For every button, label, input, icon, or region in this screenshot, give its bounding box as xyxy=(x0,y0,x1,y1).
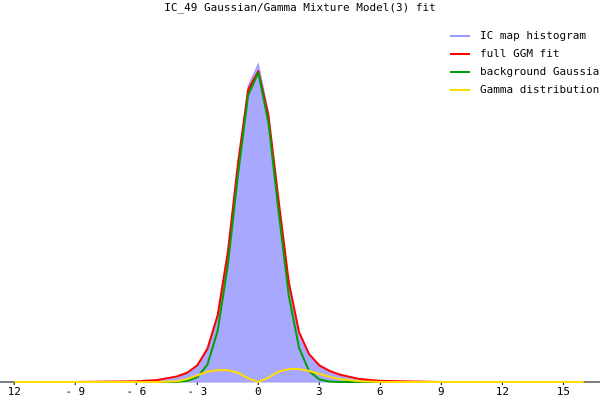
x-tick-label: 6 xyxy=(377,385,384,398)
x-tick-label: 12 xyxy=(496,385,509,398)
legend-label: full GGM fit xyxy=(480,47,559,60)
x-tick-label: - 6 xyxy=(126,385,146,398)
x-tick-label: 12 xyxy=(8,385,21,398)
legend-label: IC map histogram xyxy=(480,29,586,42)
series-line xyxy=(14,368,584,383)
legend-label: background Gaussian xyxy=(480,65,600,78)
chart-title: IC_49 Gaussian/Gamma Mixture Model(3) fi… xyxy=(164,1,436,14)
legend-label: Gamma distributions xyxy=(480,83,600,96)
x-tick-label: 15 xyxy=(557,385,570,398)
x-tick-label: 3 xyxy=(316,385,323,398)
x-tick-label: 0 xyxy=(255,385,262,398)
x-tick-label: - 9 xyxy=(65,385,85,398)
x-tick-label: 9 xyxy=(438,385,445,398)
x-tick-label: - 3 xyxy=(187,385,207,398)
